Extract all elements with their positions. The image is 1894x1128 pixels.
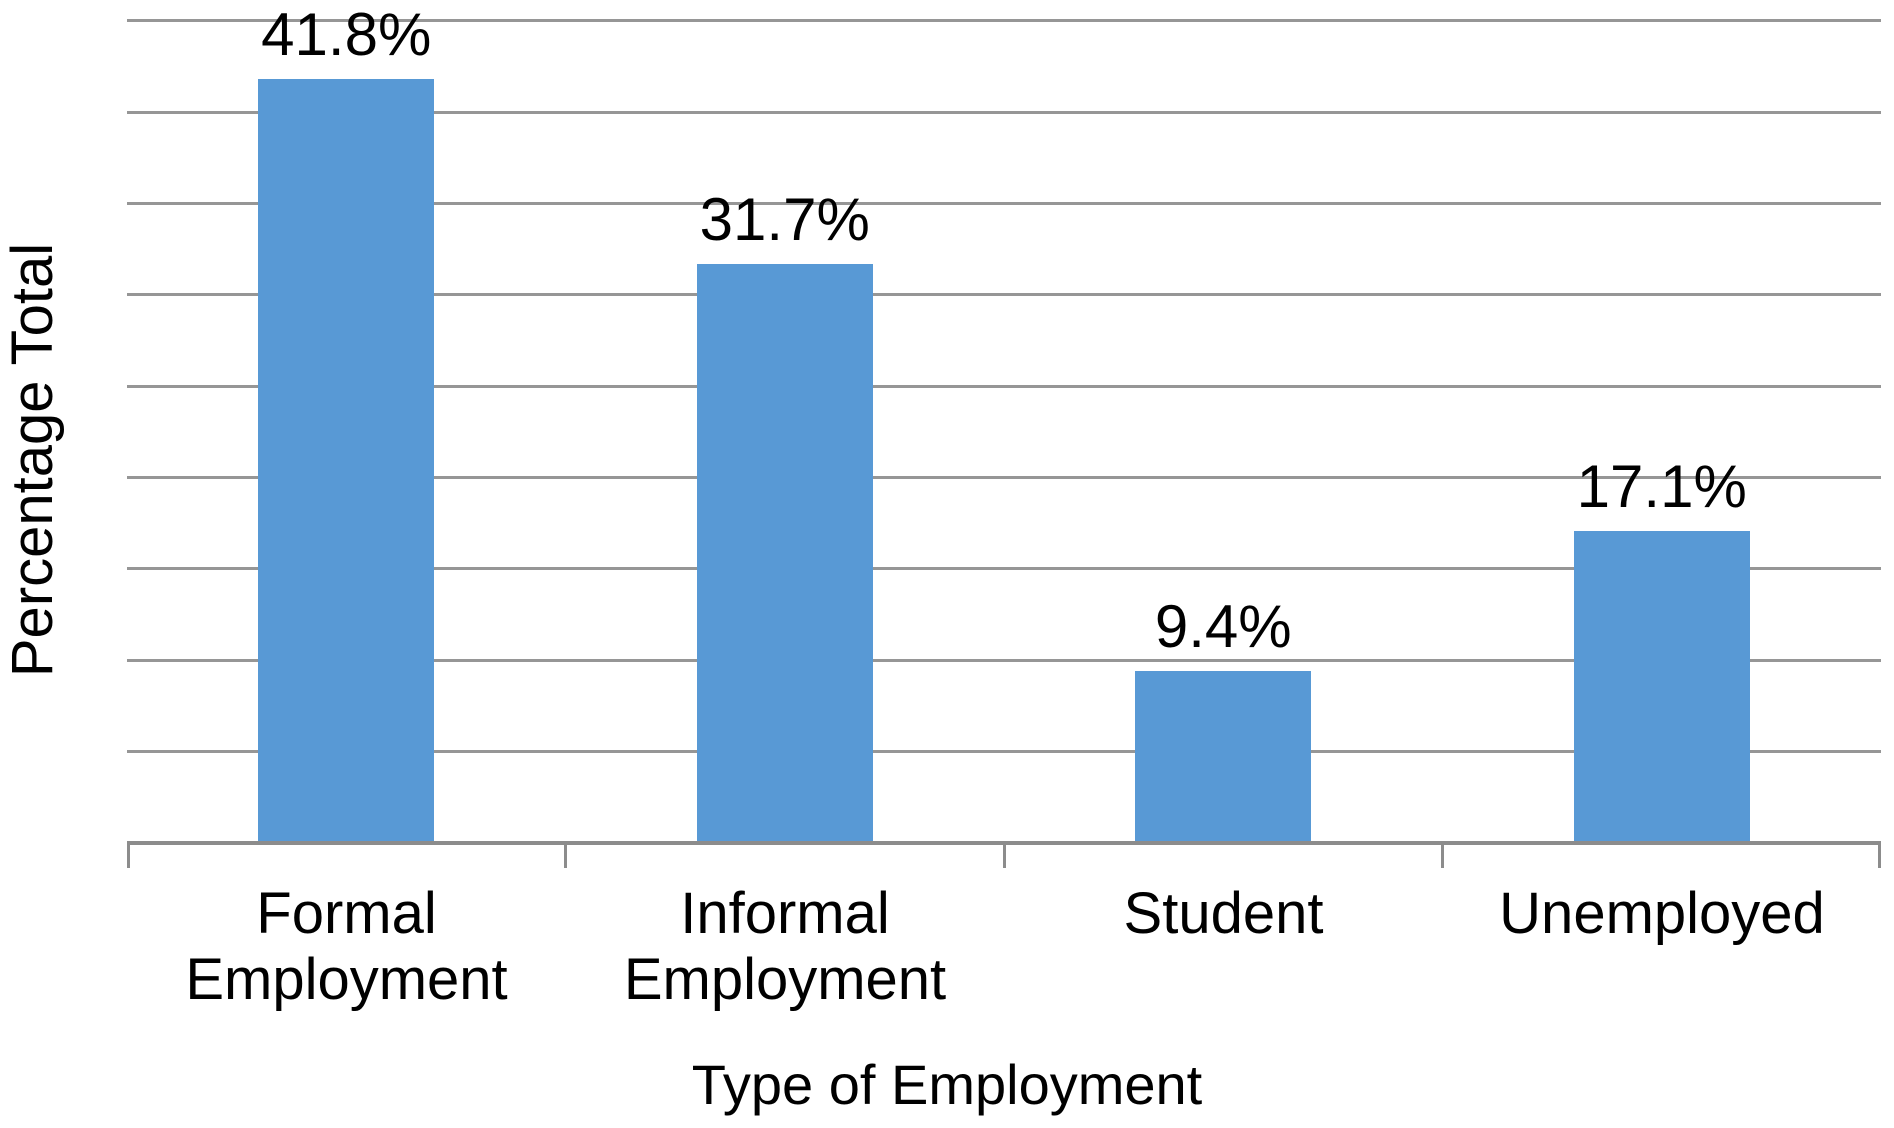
category-label-unemployed: Unemployed [1499, 881, 1825, 946]
gridline [127, 201, 1881, 205]
gridline [127, 293, 1881, 297]
x-category-labels: Formal Employment Informal Employment Stud… [127, 881, 1881, 1041]
axis-tick [1878, 843, 1881, 868]
bar-value-label-student: 9.4% [1154, 593, 1292, 661]
category-label-formal-employment: Formal Employment [185, 881, 508, 1012]
bar-informal-employment [696, 263, 873, 843]
gridline [127, 476, 1881, 480]
category-label-student: Student [1123, 881, 1324, 946]
gridline [127, 19, 1881, 23]
bar-formal-employment [258, 79, 435, 843]
gridline [127, 567, 1881, 571]
gridline [127, 110, 1881, 114]
bar-value-label-formal-employment: 41.8% [261, 1, 432, 69]
plot-area: 41.8% 31.7% 9.4% 17.1% [127, 0, 1881, 868]
category-label-informal-employment: Informal Employment [623, 881, 947, 1012]
y-axis-title: Percentage Total [0, 242, 65, 678]
bar-value-label-unemployed: 17.1% [1576, 452, 1747, 520]
axis-tick [1441, 843, 1444, 868]
gridline [127, 384, 1881, 388]
axis-tick [1002, 843, 1006, 868]
gridline [127, 750, 1881, 754]
bar-value-label-informal-employment: 31.7% [699, 185, 870, 253]
x-axis-title: Type of Employment [691, 1053, 1203, 1116]
gridline [127, 658, 1881, 662]
bar-unemployed [1573, 530, 1750, 843]
axis-tick [127, 843, 130, 868]
axis-tick [564, 843, 567, 868]
bar-student [1135, 671, 1312, 843]
